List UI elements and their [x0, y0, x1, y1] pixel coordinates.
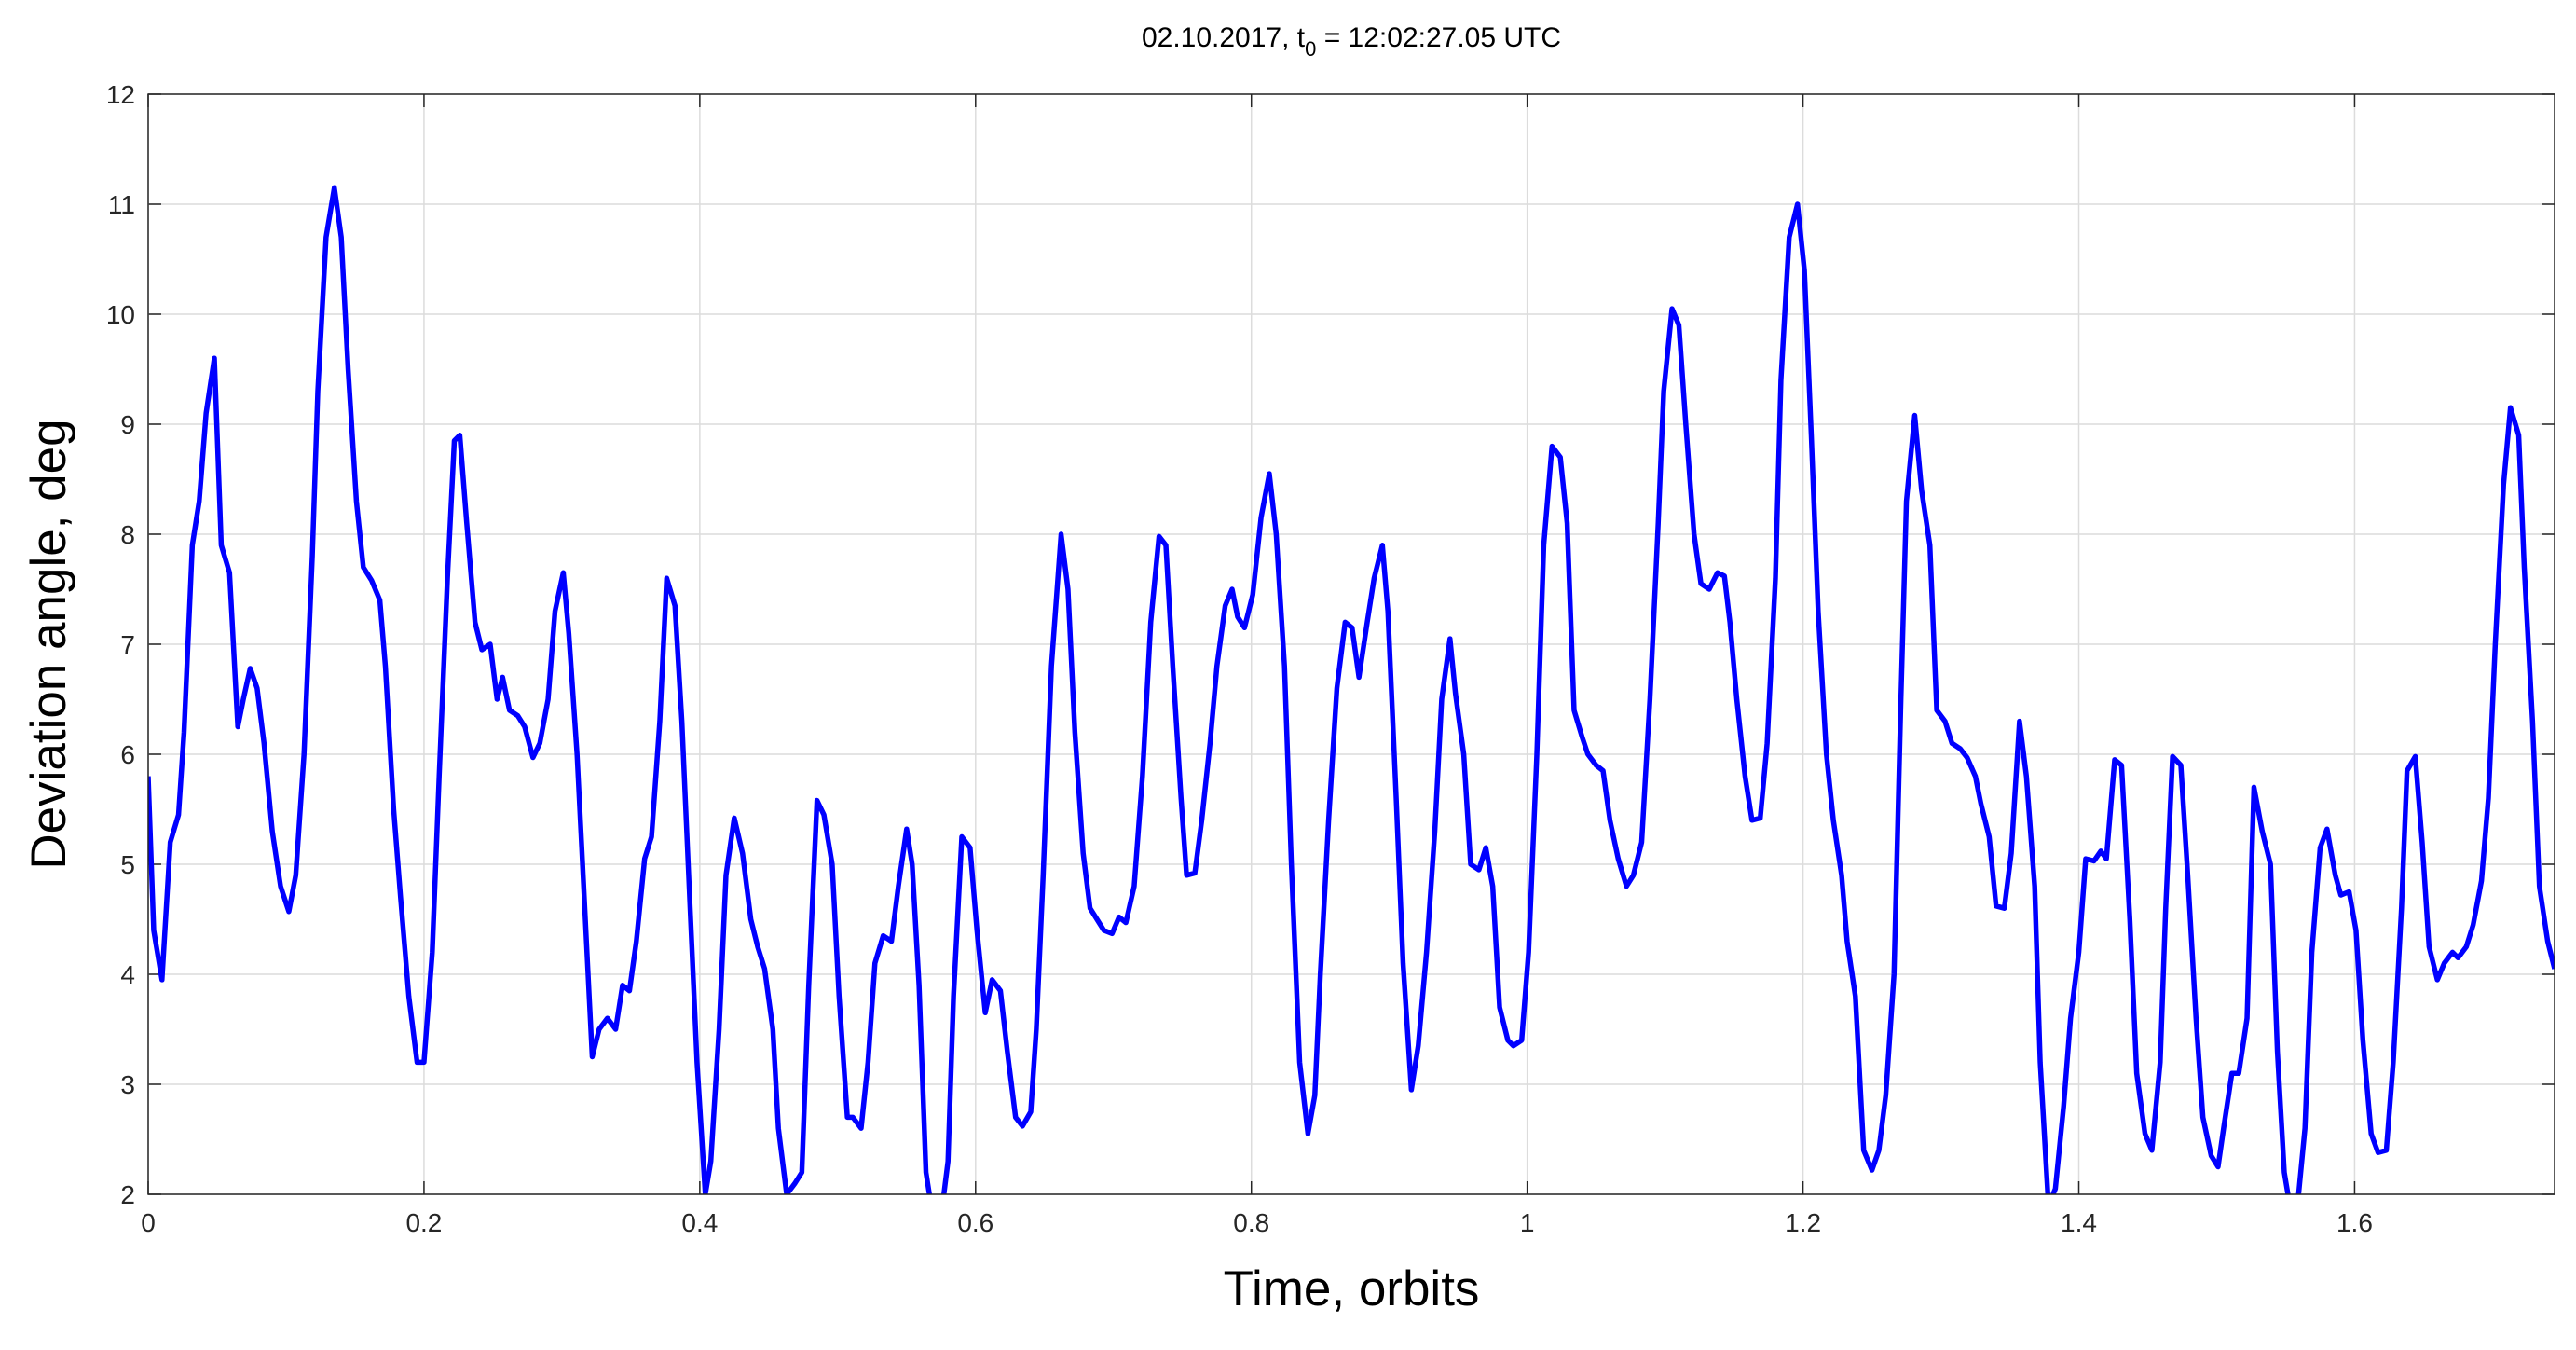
x-tick-label: 1.6 [2336, 1208, 2373, 1237]
y-tick-label: 12 [106, 80, 135, 109]
plot-frame [147, 93, 2555, 1195]
x-tick-label: 0.6 [957, 1208, 993, 1237]
y-tick-label: 3 [120, 1070, 135, 1099]
chart-title: 02.10.2017, t0 = 12:02:27.05 UTC [1142, 22, 1561, 61]
x-tick-label: 0.4 [681, 1208, 718, 1237]
y-tick-label: 6 [120, 740, 135, 769]
x-tick-label: 1 [1520, 1208, 1535, 1237]
y-tick-label: 2 [120, 1180, 135, 1209]
y-tick-label: 8 [120, 520, 135, 549]
y-tick-label: 4 [120, 960, 135, 989]
data-line [148, 185, 2555, 1194]
title-text: 02.10.2017, t [1142, 22, 1306, 53]
y-tick-label: 5 [120, 850, 135, 879]
title-text: = 12:02:27.05 UTC [1316, 22, 1561, 53]
x-tick-label: 0.8 [1233, 1208, 1269, 1237]
title-subscript: 0 [1305, 37, 1316, 61]
y-tick-label: 7 [120, 630, 135, 659]
x-tick-label: 1.2 [1785, 1208, 1821, 1237]
x-tick-label: 0.2 [405, 1208, 442, 1237]
y-axis-label: Deviation angle, deg [21, 419, 76, 869]
x-axis-label: Time, orbits [1224, 1261, 1480, 1316]
y-tick-label: 11 [108, 190, 135, 219]
y-tick-label: 10 [106, 300, 135, 329]
y-tick-label: 9 [120, 410, 135, 439]
x-tick-label: 1.4 [2061, 1208, 2097, 1237]
x-tick-label: 0 [141, 1208, 156, 1237]
